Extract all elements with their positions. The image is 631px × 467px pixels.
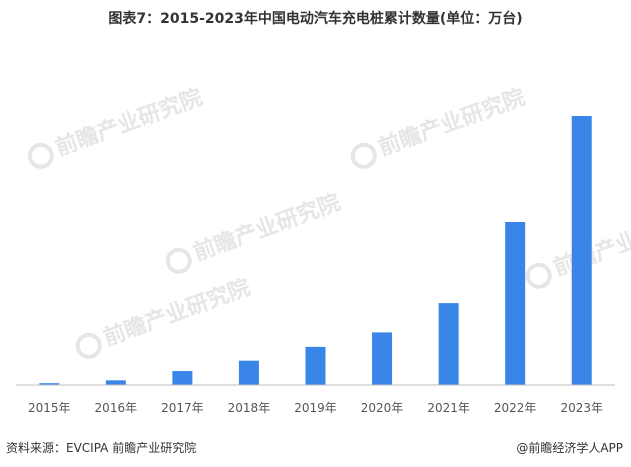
x-tick-label-6: 2021年 [427,401,470,415]
x-tick-label-1: 2016年 [95,401,138,415]
x-tick-label-8: 2023年 [560,401,603,415]
x-axis-ticks: 2015年 2016年 2017年 2018年 2019年 2020年 2021年 2022年… [28,401,603,415]
bar-5 [372,332,393,385]
x-tick-label-5: 2020年 [361,401,404,415]
bar-7 [505,221,526,385]
bar-4 [305,346,326,385]
bar-2 [172,371,193,385]
bar-0 [39,383,60,385]
chart-title: 图表7：2015-2023年中国电动汽车充电桩累计数量(单位：万台) [108,11,523,27]
bar-3 [238,360,259,385]
bar-group [39,116,592,385]
source-note: 资料来源：EVCIPA 前瞻产业研究院 [6,441,197,455]
bar-6 [438,303,459,385]
brand-note: @前瞻经济学人APP [516,441,623,455]
x-tick-label-3: 2018年 [228,401,271,415]
bar-1 [105,380,126,385]
bar-8 [571,116,592,385]
x-tick-label-0: 2015年 [28,401,71,415]
x-tick-label-7: 2022年 [494,401,537,415]
x-tick-label-4: 2019年 [294,401,337,415]
x-tick-label-2: 2017年 [161,401,204,415]
